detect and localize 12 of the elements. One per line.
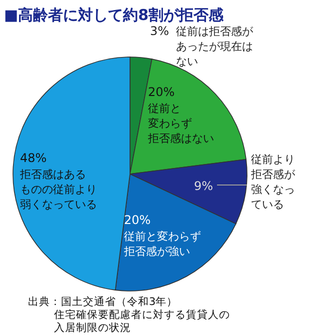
slice-label: 従前と変わらず拒否感はない — [147, 102, 214, 145]
chart-title: ■高齢者に対して約8割が拒否感 — [4, 6, 225, 24]
slice-label: 従前と変わらず拒否感が強い — [123, 230, 201, 258]
data-label: 20% — [148, 85, 175, 99]
slice-label: 従前は拒否感があったが現在はない — [176, 25, 254, 68]
data-label: 20% — [124, 213, 151, 227]
data-label: 9% — [194, 179, 214, 193]
data-label: 3% — [150, 24, 170, 38]
slice-label: 従前より拒否感が強くなっている — [250, 153, 296, 211]
source-note: 出典：国土交通省（令和3年）住宅確保要配慮者に対する賃貸人の入居制限の状況 — [28, 295, 230, 334]
data-label: 48% — [20, 151, 47, 165]
slice-label: 拒否感はあるものの従前より弱くなっている — [19, 168, 97, 211]
